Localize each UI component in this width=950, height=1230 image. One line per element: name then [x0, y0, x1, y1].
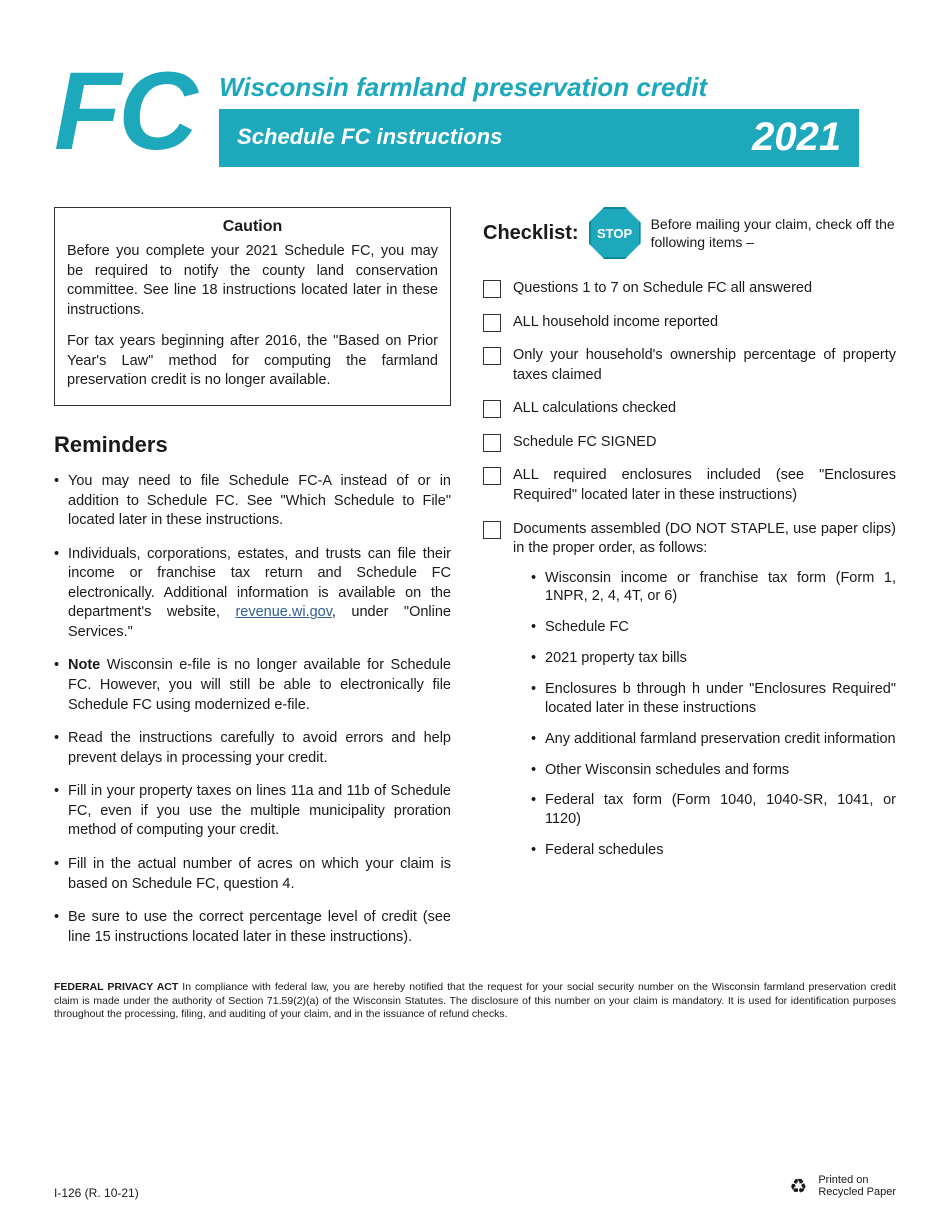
checklist-header: Checklist: STOP Before mailing your clai…	[483, 207, 896, 259]
list-item: Fill in your property taxes on lines 11a…	[54, 782, 451, 841]
checkbox[interactable]	[483, 434, 501, 452]
list-item-text: Wisconsin e-file is no longer available …	[68, 657, 451, 712]
checklist-item: Documents assembled (DO NOT STAPLE, use …	[483, 520, 896, 872]
header-bar: Schedule FC instructions 2021	[219, 109, 859, 167]
page-title: Wisconsin farmland preservation credit	[219, 72, 859, 103]
checklist-item-text: Documents assembled (DO NOT STAPLE, use …	[513, 520, 896, 872]
privacy-label: FEDERAL PRIVACY ACT	[54, 981, 178, 993]
checklist-item: ALL required enclosures included (see "E…	[483, 466, 896, 505]
list-item: Other Wisconsin schedules and forms	[531, 761, 896, 780]
form-number: I-126 (R. 10-21)	[54, 1186, 139, 1200]
privacy-text: In compliance with federal law, you are …	[54, 981, 896, 1020]
stop-icon: STOP	[589, 207, 641, 259]
left-column: Caution Before you complete your 2021 Sc…	[54, 207, 451, 961]
list-item: Fill in the actual number of acres on wh…	[54, 855, 451, 894]
checkbox[interactable]	[483, 400, 501, 418]
list-item: Enclosures b through h under "Enclosures…	[531, 680, 896, 718]
page-subtitle: Schedule FC instructions	[237, 124, 502, 150]
list-item: Individuals, corporations, estates, and …	[54, 545, 451, 643]
recycle-badge: ♻ Printed on Recycled Paper	[784, 1172, 896, 1200]
checklist-item: Schedule FC SIGNED	[483, 433, 896, 453]
list-item: Wisconsin income or franchise tax form (…	[531, 569, 896, 607]
list-item: 2021 property tax bills	[531, 649, 896, 668]
header-year: 2021	[752, 117, 841, 157]
checklist-item: ALL household income reported	[483, 313, 896, 333]
checklist-item: Questions 1 to 7 on Schedule FC all answ…	[483, 279, 896, 299]
privacy-notice: FEDERAL PRIVACY ACT In compliance with f…	[54, 981, 896, 1022]
caution-title: Caution	[67, 218, 438, 236]
note-label: Note	[68, 657, 100, 673]
reminders-heading: Reminders	[54, 432, 451, 458]
list-item: Federal tax form (Form 1040, 1040-SR, 10…	[531, 791, 896, 829]
list-item: Read the instructions carefully to avoid…	[54, 729, 451, 768]
list-item: You may need to file Schedule FC-A inste…	[54, 472, 451, 531]
checkbox[interactable]	[483, 280, 501, 298]
caution-paragraph: Before you complete your 2021 Schedule F…	[67, 242, 438, 320]
checklist-item: ALL calculations checked	[483, 399, 896, 419]
list-item: Note Wisconsin e-file is no longer avail…	[54, 656, 451, 715]
revenue-link[interactable]: revenue.wi.gov	[235, 604, 331, 620]
body-columns: Caution Before you complete your 2021 Sc…	[54, 207, 896, 961]
checklist-note: Before mailing your claim, check off the…	[651, 215, 896, 251]
recycle-text: Printed on	[818, 1174, 896, 1186]
documents-sublist: Wisconsin income or franchise tax form (…	[531, 569, 896, 860]
recycle-icon: ♻	[784, 1172, 812, 1200]
right-column: Checklist: STOP Before mailing your clai…	[483, 207, 896, 961]
checklist-item: Only your household's ownership percenta…	[483, 346, 896, 385]
checkbox[interactable]	[483, 521, 501, 539]
page-footer: I-126 (R. 10-21) ♻ Printed on Recycled P…	[54, 1172, 896, 1200]
checkbox[interactable]	[483, 347, 501, 365]
list-item: Federal schedules	[531, 841, 896, 860]
checklist-item-text: ALL required enclosures included (see "E…	[513, 466, 896, 505]
checklist-item-text: Only your household's ownership percenta…	[513, 346, 896, 385]
caution-box: Caution Before you complete your 2021 Sc…	[54, 207, 451, 406]
checkbox[interactable]	[483, 314, 501, 332]
checklist-label: Checklist:	[483, 222, 579, 245]
checklist-item-text: ALL calculations checked	[513, 399, 676, 419]
reminders-list: You may need to file Schedule FC-A inste…	[54, 472, 451, 947]
fc-logo: FC	[54, 60, 195, 165]
checkbox[interactable]	[483, 467, 501, 485]
checklist-item-lead: Documents assembled (DO NOT STAPLE, use …	[513, 521, 896, 557]
checklist-item-text: Questions 1 to 7 on Schedule FC all answ…	[513, 279, 812, 299]
recycle-text: Recycled Paper	[818, 1186, 896, 1198]
checklist-item-text: ALL household income reported	[513, 313, 718, 333]
list-item: Schedule FC	[531, 618, 896, 637]
checklist-item-text: Schedule FC SIGNED	[513, 433, 656, 453]
list-item: Be sure to use the correct percentage le…	[54, 908, 451, 947]
header-text-block: Wisconsin farmland preservation credit S…	[219, 72, 859, 167]
page-header: FC Wisconsin farmland preservation credi…	[54, 60, 896, 167]
list-item: Any additional farmland preservation cre…	[531, 730, 896, 749]
caution-paragraph: For tax years beginning after 2016, the …	[67, 332, 438, 391]
